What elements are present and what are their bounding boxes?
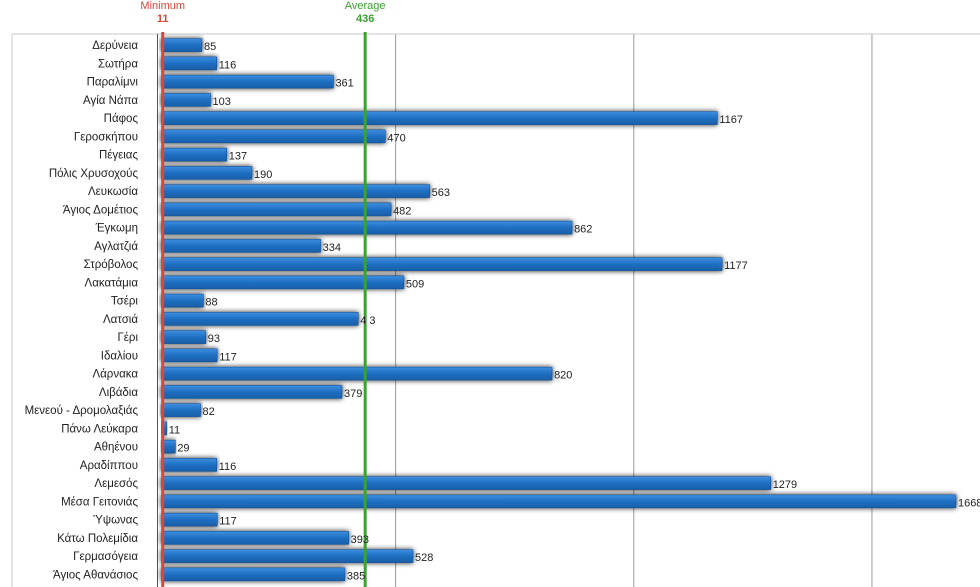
value-label: 116	[219, 59, 237, 71]
bar	[161, 220, 573, 235]
category-label: Σωτήρα	[98, 58, 138, 70]
value-label: 1177	[724, 260, 748, 272]
category-label: Μενεού - Δρομολαξιάς	[25, 405, 139, 417]
value-label: 4 3	[360, 315, 375, 327]
category-label: Λακατάμια	[85, 277, 139, 289]
bar	[161, 512, 218, 527]
reference-value-average: 436	[356, 13, 374, 25]
value-label: 470	[387, 132, 405, 144]
bar	[161, 312, 359, 326]
category-label: Λεμεσός	[94, 478, 138, 490]
labels: Δερύνεια 85 Σωτήρα 116 Παραλίμνι 361 Αγία Νάπα…	[25, 0, 980, 582]
bar	[161, 111, 718, 125]
value-label: 820	[554, 370, 572, 382]
value-label: 361	[335, 78, 353, 90]
bars	[161, 38, 957, 582]
reference-name-minimum: Minimum	[140, 0, 185, 12]
category-label: Παραλίμνι	[87, 77, 139, 89]
value-label: 29	[177, 443, 189, 455]
bar	[161, 567, 346, 582]
category-label: Αραδίππου	[80, 460, 138, 472]
value-label: 93	[208, 333, 220, 345]
category-label: Άγιος Αθανάσιος	[53, 569, 138, 581]
category-label: Πάνω Λεύκαρα	[61, 423, 138, 435]
value-label: 528	[415, 552, 433, 564]
value-label: 88	[205, 297, 217, 309]
value-label: 116	[219, 461, 237, 473]
bar	[161, 549, 414, 563]
category-label: Αγλατζιά	[94, 241, 138, 253]
category-label: Στρόβολος	[84, 259, 139, 271]
value-label: 1279	[773, 479, 797, 491]
value-label: 137	[229, 151, 247, 163]
value-label: 379	[344, 388, 362, 400]
category-label: Τσέρι	[111, 296, 139, 308]
bar	[161, 476, 771, 490]
bar	[161, 494, 957, 509]
reference-value-minimum: 11	[157, 13, 169, 25]
bar	[161, 38, 203, 52]
grid-lines	[11, 33, 980, 587]
value-label: 482	[393, 205, 411, 217]
category-label: Κάτω Πολεμίδια	[57, 533, 138, 545]
category-label: Αγία Νάπα	[83, 95, 138, 107]
category-label: Γέρι	[117, 332, 138, 344]
bar	[161, 93, 211, 107]
category-label: Γερμασόγεια	[73, 551, 138, 563]
bar	[161, 202, 392, 217]
category-label: Λευκωσία	[88, 186, 138, 198]
value-label: 1167	[719, 114, 743, 126]
value-label: 509	[406, 278, 424, 290]
bar	[161, 257, 723, 271]
value-label: 82	[203, 406, 215, 418]
bar	[161, 458, 218, 472]
value-label: 85	[204, 41, 216, 53]
bar	[161, 275, 405, 290]
reference-name-average: Average	[345, 0, 386, 12]
category-label: Αθηένου	[94, 442, 138, 454]
value-label: 190	[254, 169, 272, 181]
category-label: Πέγειας	[99, 150, 139, 162]
bar	[161, 129, 386, 144]
category-label: Πάφος	[104, 113, 139, 125]
reference-lines	[161, 32, 367, 587]
bar	[161, 56, 218, 71]
bar	[161, 348, 218, 363]
category-label: Έγκωμη	[95, 223, 138, 235]
category-label: Γεροσκήπου	[74, 131, 138, 143]
category-label: Πόλις Χρυσοχούς	[49, 168, 139, 180]
bar	[161, 147, 228, 162]
bar	[161, 385, 343, 399]
category-label: Δερύνεια	[92, 40, 138, 52]
bar	[161, 166, 253, 180]
category-label: Άγιος Δομέτιος	[63, 204, 139, 216]
bar	[161, 293, 204, 308]
value-label: 563	[432, 187, 450, 199]
category-label: Μέσα Γειτονιάς	[61, 496, 138, 508]
value-label: 393	[351, 534, 369, 546]
bar	[161, 330, 207, 344]
value-label: 103	[213, 96, 231, 108]
category-label: Ιδαλίου	[101, 350, 138, 362]
category-label: Λάρνακα	[92, 369, 138, 381]
value-label: 1668	[958, 497, 980, 509]
bar	[161, 74, 334, 89]
value-label: 117	[219, 516, 237, 528]
bar	[161, 366, 553, 381]
value-label: 385	[347, 570, 365, 582]
category-label: Λιβάδια	[99, 387, 138, 399]
value-label: 862	[574, 224, 592, 236]
value-label: 117	[219, 351, 237, 363]
bar	[161, 531, 349, 545]
bar	[161, 403, 201, 417]
value-label: 11	[169, 424, 180, 436]
category-label: Ύψωνας	[93, 515, 138, 527]
value-label: 334	[323, 242, 341, 254]
bar	[161, 184, 430, 198]
category-label: Λατσιά	[103, 314, 138, 326]
bar	[161, 239, 321, 253]
